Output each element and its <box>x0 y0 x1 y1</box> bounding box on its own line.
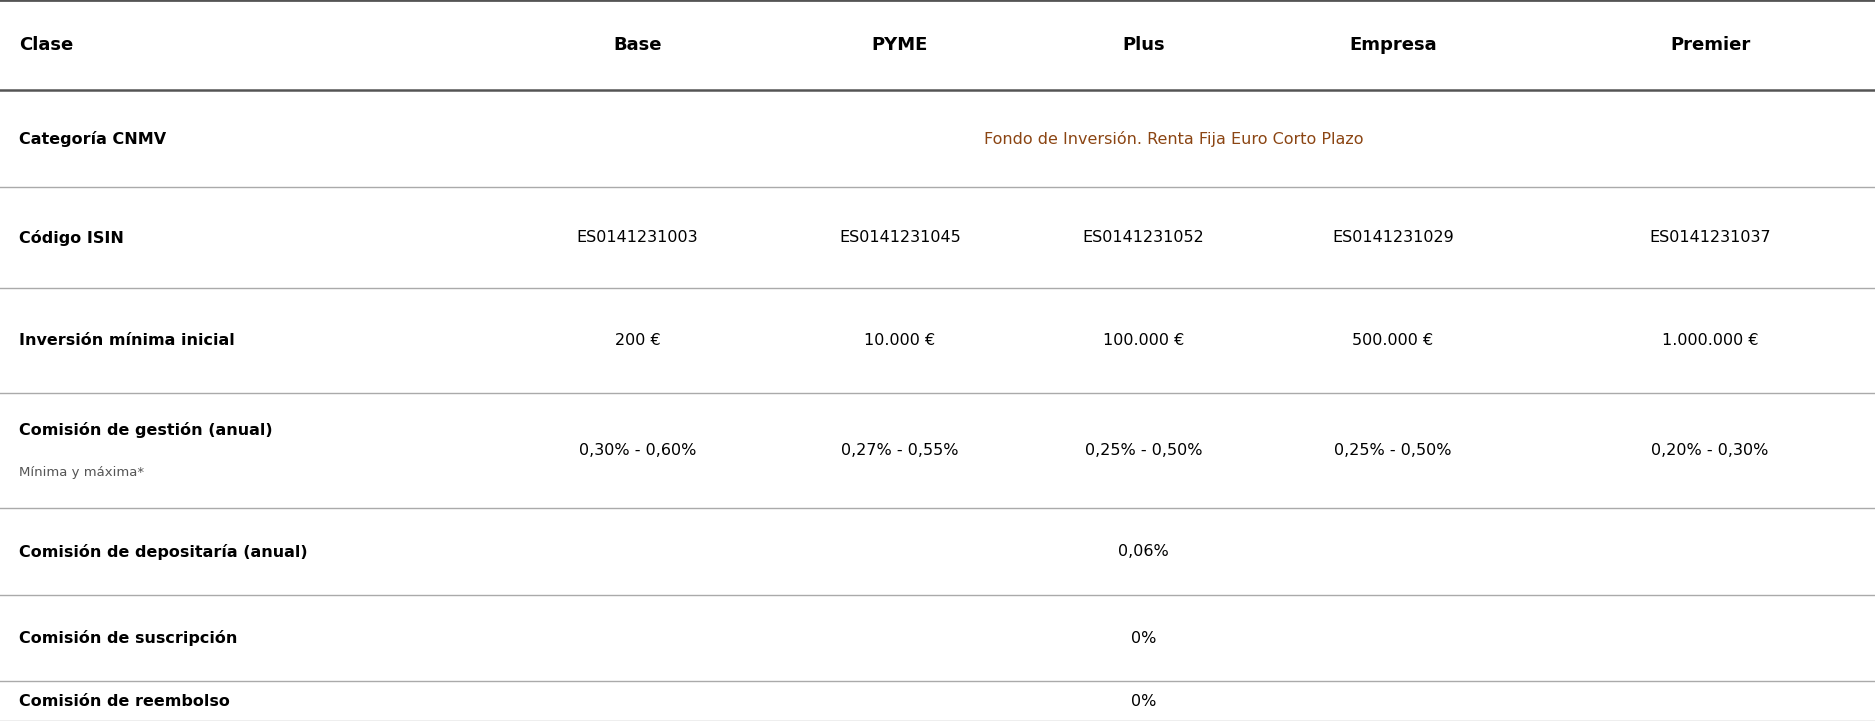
Text: 0,06%: 0,06% <box>1118 544 1170 559</box>
Text: 10.000 €: 10.000 € <box>864 333 936 348</box>
Text: Plus: Plus <box>1123 36 1164 54</box>
Text: Mínima y máxima*: Mínima y máxima* <box>19 466 144 479</box>
Text: Comisión de gestión (anual): Comisión de gestión (anual) <box>19 423 272 438</box>
Text: 0%: 0% <box>1131 694 1157 709</box>
Text: 0,30% - 0,60%: 0,30% - 0,60% <box>579 443 696 458</box>
Text: ES0141231052: ES0141231052 <box>1084 231 1204 245</box>
Text: ES0141231045: ES0141231045 <box>840 231 960 245</box>
Text: Comisión de suscripción: Comisión de suscripción <box>19 630 236 646</box>
Text: PYME: PYME <box>872 36 928 54</box>
Text: 0,25% - 0,50%: 0,25% - 0,50% <box>1086 443 1202 458</box>
Text: Clase: Clase <box>19 36 73 54</box>
Text: Inversión mínima inicial: Inversión mínima inicial <box>19 333 234 348</box>
Text: 0,25% - 0,50%: 0,25% - 0,50% <box>1335 443 1451 458</box>
Text: 0,20% - 0,30%: 0,20% - 0,30% <box>1652 443 1768 458</box>
Text: 0%: 0% <box>1131 631 1157 645</box>
Text: ES0141231037: ES0141231037 <box>1650 231 1770 245</box>
Text: 500.000 €: 500.000 € <box>1352 333 1434 348</box>
Text: 100.000 €: 100.000 € <box>1102 333 1185 348</box>
Text: Categoría CNMV: Categoría CNMV <box>19 131 165 147</box>
Text: 1.000.000 €: 1.000.000 € <box>1661 333 1759 348</box>
Text: Premier: Premier <box>1671 36 1749 54</box>
Text: ES0141231029: ES0141231029 <box>1333 231 1453 245</box>
Text: Comisión de depositaría (anual): Comisión de depositaría (anual) <box>19 544 308 559</box>
Text: Fondo de Inversión. Renta Fija Euro Corto Plazo: Fondo de Inversión. Renta Fija Euro Cort… <box>984 131 1363 147</box>
Text: 200 €: 200 € <box>615 333 660 348</box>
Text: 0,27% - 0,55%: 0,27% - 0,55% <box>842 443 958 458</box>
Text: Base: Base <box>613 36 662 54</box>
Text: Empresa: Empresa <box>1350 36 1436 54</box>
Text: Código ISIN: Código ISIN <box>19 230 124 246</box>
Text: Comisión de reembolso: Comisión de reembolso <box>19 694 229 709</box>
Text: ES0141231003: ES0141231003 <box>578 231 698 245</box>
